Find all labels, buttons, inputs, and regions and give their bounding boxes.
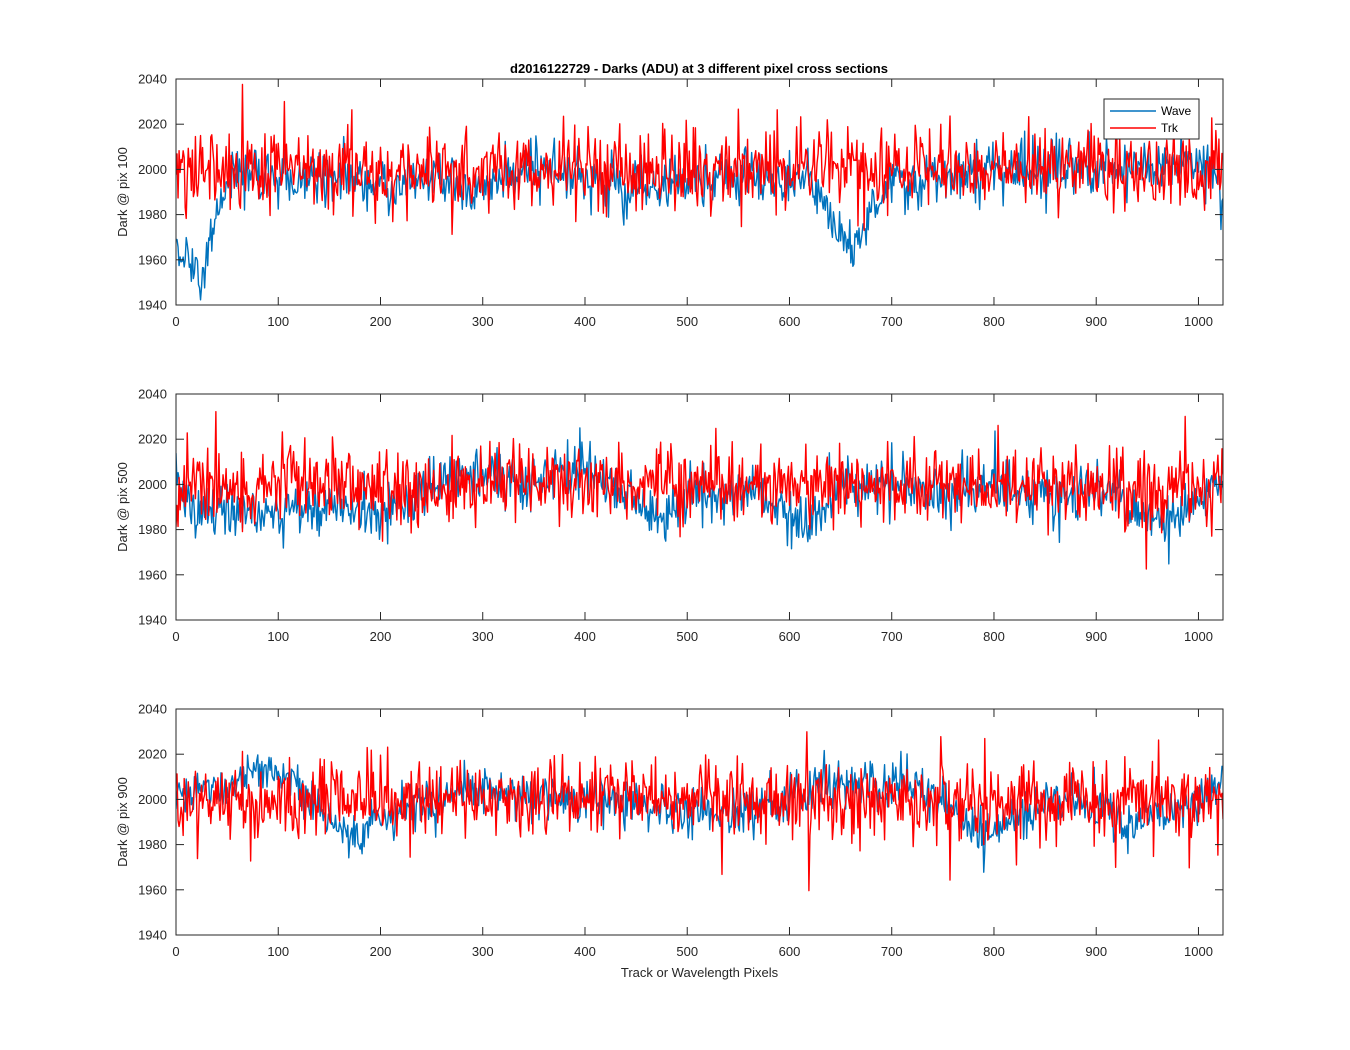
y-tick-label: 1940 [138, 298, 167, 313]
subplots: 0 100 200 300 400 500 600 700 800 900 100019401960… [115, 72, 1224, 980]
x-tick-label: 500 [676, 944, 698, 959]
x-tick-label: 300 [472, 314, 494, 329]
x-tick-label: 0 [172, 314, 179, 329]
x-tick-label: 800 [983, 944, 1005, 959]
subplot-2: 0 100 200 300 400 500 600 700 800 900 1000 1940 1960… [115, 387, 1224, 644]
y-tick-label: 2040 [138, 702, 167, 717]
series-line-trk [176, 83, 1223, 236]
y-tick-label: 2040 [138, 387, 167, 402]
x-tick-label: 600 [779, 629, 801, 644]
y-axis-label: Dark @ pix 100 [115, 147, 130, 237]
figure-title: d2016122729 - Darks (ADU) at 3 different… [510, 61, 888, 76]
y-tick-label: 1980 [138, 837, 167, 852]
y-tick-label: 1980 [138, 207, 167, 222]
y-tick-label: 2000 [138, 162, 167, 177]
axes-box [175, 393, 1224, 621]
x-tick-label: 1000 [1184, 314, 1213, 329]
y-tick-label: 2000 [138, 477, 167, 492]
x-tick-label: 600 [779, 944, 801, 959]
x-tick-label: 600 [779, 314, 801, 329]
y-tick-label: 2020 [138, 747, 167, 762]
legend-entry-trk: Trk [1161, 121, 1179, 135]
x-tick-label: 700 [881, 944, 903, 959]
x-tick-label: 1000 [1184, 629, 1213, 644]
x-tick-label: 0 [172, 629, 179, 644]
x-tick-label: 500 [676, 314, 698, 329]
y-tick-label: 2040 [138, 72, 167, 87]
x-tick-label: 700 [881, 314, 903, 329]
y-tick-label: 1960 [138, 567, 167, 582]
y-tick-label: 1960 [138, 882, 167, 897]
x-tick-label: 300 [472, 944, 494, 959]
y-axis-label: Dark @ pix 500 [115, 462, 130, 552]
y-tick-label: 2000 [138, 792, 167, 807]
axes-box [175, 708, 1224, 936]
x-tick-label: 700 [881, 629, 903, 644]
x-tick-label: 400 [574, 944, 596, 959]
x-tick-label: 500 [676, 629, 698, 644]
series-line-trk [176, 410, 1223, 570]
y-tick-label: 1940 [138, 928, 167, 943]
x-tick-label: 300 [472, 629, 494, 644]
x-tick-label: 100 [267, 944, 289, 959]
x-tick-label: 1000 [1184, 944, 1213, 959]
y-tick-label: 1960 [138, 252, 167, 267]
y-axis-label: Dark @ pix 900 [115, 777, 130, 867]
x-tick-label: 900 [1085, 314, 1107, 329]
x-tick-label: 100 [267, 629, 289, 644]
x-tick-label: 900 [1085, 944, 1107, 959]
subplot-1: 0 100 200 300 400 500 600 700 800 900 1000 1940 1960… [115, 72, 1224, 329]
x-tick-label: 800 [983, 314, 1005, 329]
y-tick-label: 2020 [138, 117, 167, 132]
x-tick-label: 100 [267, 314, 289, 329]
y-tick-label: 1940 [138, 613, 167, 628]
x-tick-label: 200 [370, 944, 392, 959]
axes-box [175, 78, 1224, 306]
legend-entry-wave: Wave [1161, 104, 1192, 118]
series-line-wave [176, 130, 1223, 301]
x-tick-label: 900 [1085, 629, 1107, 644]
series-line-trk [176, 731, 1223, 892]
subplot-3: 0 100 200 300 400 500 600 700 800 900 1000 1940 1960… [115, 702, 1224, 980]
y-tick-label: 2020 [138, 432, 167, 447]
x-tick-label: 400 [574, 314, 596, 329]
legend: Wave Trk [1103, 98, 1200, 140]
x-tick-label: 200 [370, 629, 392, 644]
x-tick-label: 800 [983, 629, 1005, 644]
x-tick-label: 0 [172, 944, 179, 959]
x-tick-label: 400 [574, 629, 596, 644]
x-tick-label: 200 [370, 314, 392, 329]
legend-box [1103, 98, 1200, 140]
x-axis-label: Track or Wavelength Pixels [621, 965, 779, 980]
y-tick-label: 1980 [138, 522, 167, 537]
